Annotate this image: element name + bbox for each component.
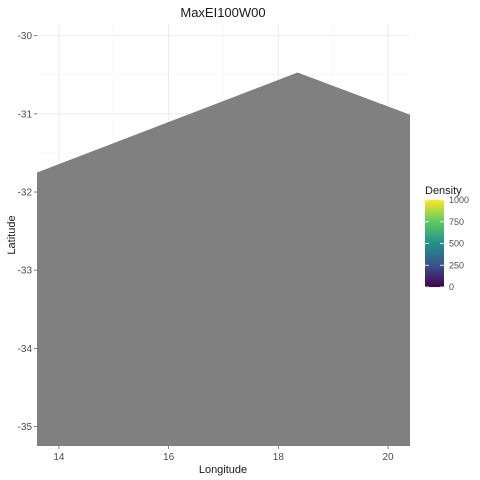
map-region — [37, 72, 410, 446]
y-tick-label: -33 — [18, 266, 33, 277]
x-axis-title: Longitude — [199, 464, 247, 476]
y-tick-label: -34 — [18, 344, 33, 355]
y-tick-label: -35 — [18, 422, 33, 433]
legend-label: 750 — [449, 217, 464, 227]
x-tick-label: 20 — [382, 452, 394, 463]
legend-label: 250 — [449, 260, 464, 270]
y-axis: -30 -31 -32 -33 -34 -35 — [18, 31, 37, 433]
x-tick-label: 16 — [163, 452, 175, 463]
x-tick-label: 14 — [53, 452, 65, 463]
y-axis-title: Latitude — [6, 215, 18, 254]
legend-colorbar — [425, 200, 444, 287]
chart-title: MaxEI100W00 — [180, 5, 265, 20]
legend-label: 0 — [449, 282, 454, 292]
y-tick-label: -31 — [18, 109, 33, 120]
legend-label: 1000 — [449, 195, 469, 205]
legend: Density 0 250 500 750 1000 — [425, 185, 469, 292]
y-tick-label: -30 — [18, 31, 33, 42]
legend-ticks: 0 250 500 750 1000 — [425, 195, 469, 292]
x-axis: 14 16 18 20 — [53, 446, 394, 463]
legend-title: Density — [425, 185, 462, 197]
legend-label: 500 — [449, 239, 464, 249]
y-tick-label: -32 — [18, 188, 33, 199]
x-tick-label: 18 — [273, 452, 285, 463]
